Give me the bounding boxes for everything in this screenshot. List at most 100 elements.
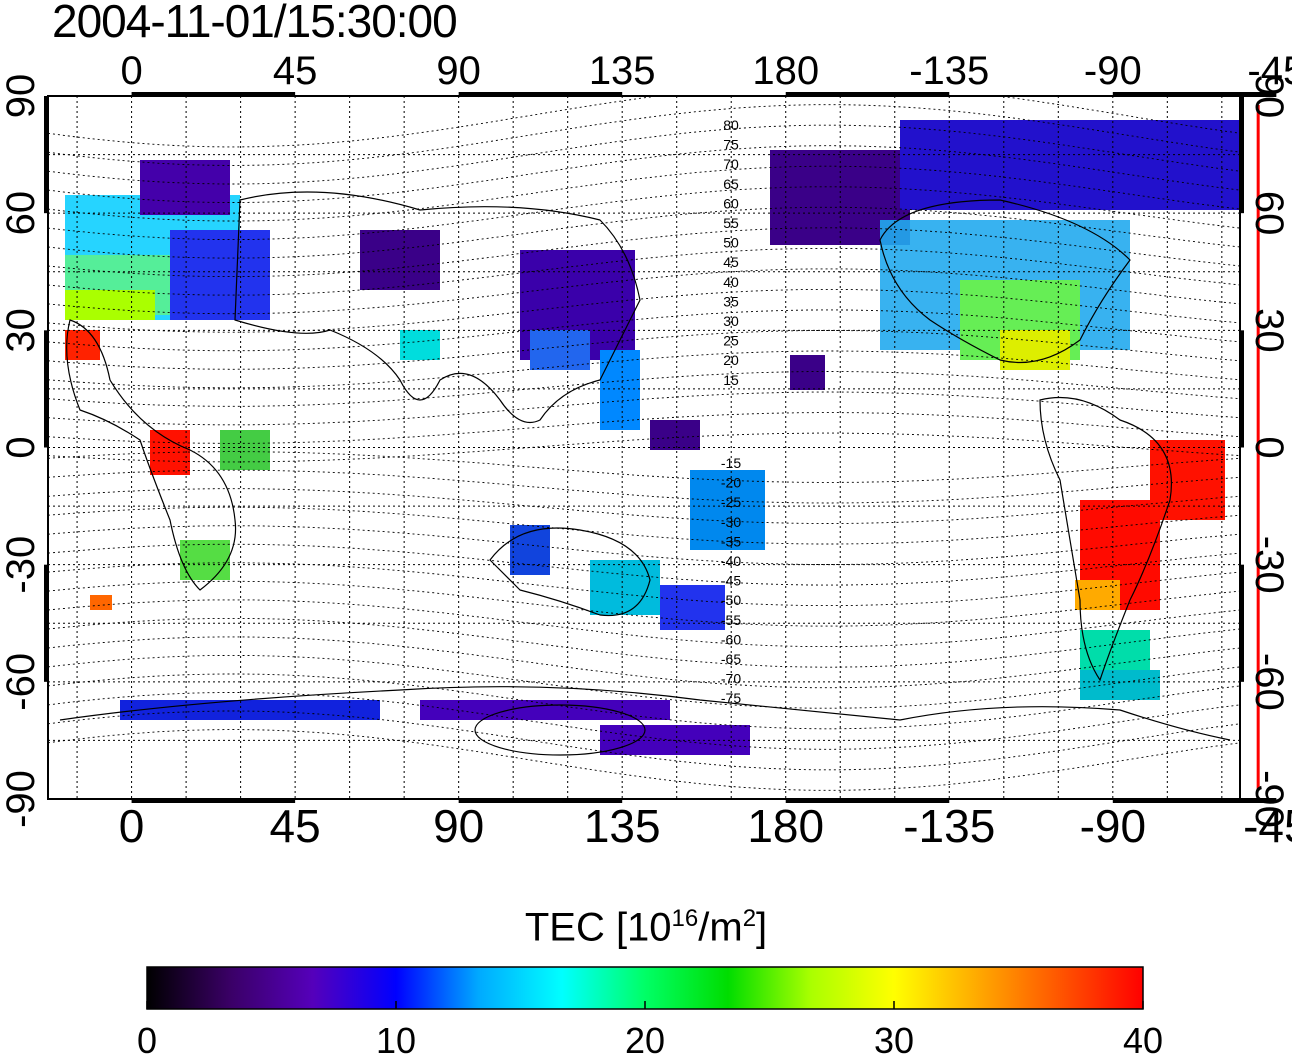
contour-label: 50: [723, 235, 739, 251]
bottom-lon-tick-label: 90: [433, 800, 484, 852]
contour-label: -15: [721, 455, 741, 471]
frame-bar-bottom: [131, 798, 296, 803]
magnetic-contour: [48, 432, 1240, 463]
magnetic-contour: [48, 247, 1240, 296]
frame-bar-bottom: [785, 798, 950, 803]
colorbar-title-close: ]: [756, 905, 768, 950]
contour-label: 65: [723, 176, 739, 192]
right-lat-tick-label: -60: [1247, 653, 1291, 711]
magnetic-contour: [48, 350, 1240, 389]
left-latitude-axis: 90 60 30 0 -30 -60 -90: [0, 74, 43, 828]
top-lon-tick-label: 45: [273, 49, 318, 93]
frame-bar-right: [1239, 330, 1244, 448]
colorbar-tick-label: 30: [874, 1020, 914, 1057]
top-lon-tick-label: -45: [1247, 49, 1292, 93]
bottom-lon-tick-label: 45: [270, 800, 321, 852]
bottom-lon-tick-label: -45: [1243, 800, 1292, 852]
left-lat-tick-label: 90: [0, 74, 43, 119]
frame-bar-top: [131, 92, 296, 97]
right-lat-tick-label: -30: [1247, 536, 1291, 594]
right-lat-tick-label: 0: [1247, 436, 1291, 458]
magnetic-contour: [48, 371, 1240, 407]
colorbar-title-unit: /m: [698, 905, 743, 950]
contour-label: -70: [721, 671, 741, 687]
bottom-lon-tick-label: 135: [584, 800, 661, 852]
contour-label: -55: [721, 612, 741, 628]
top-lon-tick-label: 0: [120, 49, 142, 93]
colorbar-tick-label: 10: [376, 1020, 416, 1057]
magnetic-contour: [48, 488, 1240, 524]
colorbar-title-main: TEC [10: [524, 905, 672, 950]
right-lat-tick-label: 30: [1247, 308, 1291, 353]
tec-data-patches: [65, 120, 1240, 755]
magnetic-contour: [48, 451, 1240, 483]
contour-label: 70: [723, 156, 739, 172]
magnetic-contour: [48, 543, 1240, 586]
left-lat-tick-label: -30: [0, 536, 43, 594]
frame-bar-left: [44, 564, 49, 682]
frame-bar-right: [1239, 96, 1244, 214]
top-lon-tick-label: -135: [909, 49, 989, 93]
bottom-lon-tick-label: -135: [903, 800, 995, 852]
contour-label: -75: [721, 690, 741, 706]
contour-label: -20: [721, 475, 741, 491]
frame-bar-top: [458, 92, 623, 97]
contour-label: 40: [723, 274, 739, 290]
magnetic-contour: [48, 506, 1240, 545]
colorbar-title-unit-exp: 2: [742, 905, 757, 932]
right-lat-tick-label: 60: [1247, 191, 1291, 236]
contour-label: 35: [723, 293, 739, 309]
magnetic-contour: [48, 227, 1240, 278]
right-lat-tick-label: 90: [1247, 74, 1291, 119]
left-lat-tick-label: -90: [0, 770, 43, 828]
magnetic-contour: [48, 617, 1240, 668]
bottom-longitude-axis: 0 45 90 135 180 -135 -90 -45: [119, 800, 1292, 852]
timestamp-title: 2004-11-01/15:30:00: [52, 0, 458, 47]
magnetic-contour: [48, 412, 1240, 444]
contour-label: 15: [723, 372, 739, 388]
contour-label: 55: [723, 215, 739, 231]
contour-labels: 80 75 70 65 60 55 50 45 40 35 30 25 20 15 -15 -20 -25 -30…: [721, 117, 741, 706]
contour-label: -40: [721, 553, 741, 569]
magnetic-contour: [48, 268, 1240, 315]
contour-label: 30: [723, 313, 739, 329]
contour-label: 60: [723, 195, 739, 211]
magnetic-contour: [48, 96, 1240, 148]
contour-label: -60: [721, 631, 741, 647]
top-lon-tick-label: 180: [752, 49, 819, 93]
magnetic-contour: [48, 288, 1240, 333]
frame-tick-bars: [44, 92, 1277, 803]
magnetic-contour: [48, 636, 1240, 689]
left-lat-tick-label: 30: [0, 308, 43, 353]
left-lat-tick-label: 60: [0, 191, 43, 236]
lat-lon-grid: [48, 96, 1240, 799]
contour-label: -65: [721, 651, 741, 667]
frame-bar-top: [785, 92, 950, 97]
contour-label: -45: [721, 573, 741, 589]
top-lon-tick-label: 135: [589, 49, 656, 93]
magnetic-contour: [48, 599, 1240, 648]
frame-bar-bottom: [458, 798, 623, 803]
contour-lines: [48, 96, 1240, 791]
magnetic-contour: [48, 580, 1240, 627]
colorbar-title-exp: 16: [671, 905, 699, 932]
contour-label: 75: [723, 137, 739, 153]
frame-bar-bottom: [1112, 798, 1277, 803]
magnetic-contour: [48, 330, 1240, 370]
contour-label: 45: [723, 254, 739, 270]
frame-bar-left: [44, 96, 49, 214]
colorbar-tick-label: 20: [625, 1020, 665, 1057]
contour-label: -30: [721, 514, 741, 530]
bottom-lon-tick-label: -90: [1080, 800, 1146, 852]
colorbar-ticks: 0 10 20 30 40: [137, 1001, 1163, 1057]
coastlines: [59, 191, 1231, 756]
frame-bar-right: [1239, 564, 1244, 682]
bottom-lon-tick-label: 0: [119, 800, 145, 852]
top-lon-tick-label: 90: [436, 49, 481, 93]
contour-label: -50: [721, 592, 741, 608]
contour-label: 25: [723, 333, 739, 349]
contour-label: 20: [723, 352, 739, 368]
contour-label: 80: [723, 117, 739, 133]
magnetic-contour: [48, 562, 1240, 607]
